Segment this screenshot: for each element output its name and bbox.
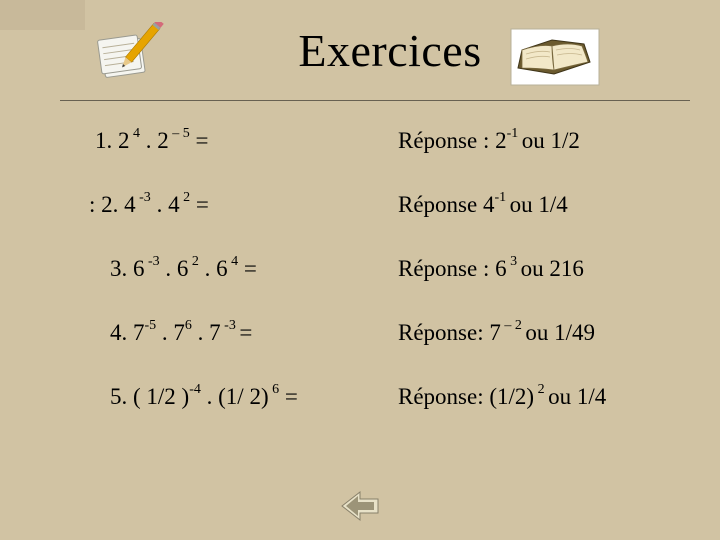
question-text: 4. 7-5 . 76 . 7 -3 = [110, 320, 252, 346]
exercise-row: 5. ( 1/2 )-4 . (1/ 2) 6 = Réponse: (1/2)… [0, 366, 720, 430]
question-text: 1. 2 4 . 2 – 5 = [95, 128, 208, 154]
pencil-notepad-icon [95, 22, 165, 92]
question-text: 5. ( 1/2 )-4 . (1/ 2) 6 = [110, 384, 298, 410]
page-title: Exercices [298, 24, 481, 77]
answer-text: Réponse : 2-1 ou 1/2 [398, 128, 580, 154]
question-text: : 2. 4 -3 . 4 2 = [89, 192, 209, 218]
answer-text: Réponse : 6 3 ou 216 [398, 256, 584, 282]
header-divider [60, 100, 690, 101]
answer-text: Réponse: 7 – 2 ou 1/49 [398, 320, 595, 346]
exercise-row: 4. 7-5 . 76 . 7 -3 = Réponse: 7 – 2 ou 1… [0, 302, 720, 366]
exercise-list: 1. 2 4 . 2 – 5 = Réponse : 2-1 ou 1/2 : … [0, 110, 720, 430]
question-text: 3. 6 -3 . 6 2 . 6 4 = [110, 256, 257, 282]
answer-text: Réponse: (1/2) 2 ou 1/4 [398, 384, 606, 410]
exercise-row: 1. 2 4 . 2 – 5 = Réponse : 2-1 ou 1/2 [0, 110, 720, 174]
exercise-row: : 2. 4 -3 . 4 2 = Réponse 4-1 ou 1/4 [0, 174, 720, 238]
book-icon [510, 28, 600, 88]
answer-text: Réponse 4-1 ou 1/4 [398, 192, 568, 218]
exercise-row: 3. 6 -3 . 6 2 . 6 4 = Réponse : 6 3 ou 2… [0, 238, 720, 302]
back-arrow-icon[interactable] [340, 490, 380, 522]
